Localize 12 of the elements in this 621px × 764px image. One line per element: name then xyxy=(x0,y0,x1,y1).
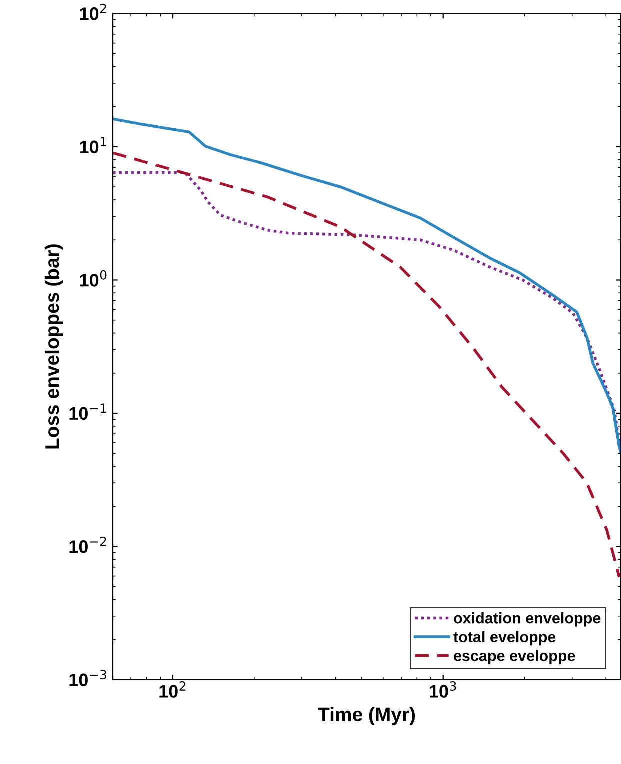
x-tick-label: 10$^{3}$ xyxy=(430,681,456,698)
legend-label: oxidation enveloppe xyxy=(454,612,601,627)
y-tick-label: 10$^{0}$ xyxy=(80,270,107,287)
legend-label: total eveloppe xyxy=(454,631,556,646)
y-tick-label: 10$^{1}$ xyxy=(80,137,106,154)
legend-label: escape eveloppe xyxy=(454,650,576,664)
y-tick-label: 10$^{−1}$ xyxy=(70,404,106,420)
y-tick-label: 10$^{2}$ xyxy=(80,4,106,20)
y-axis-title: Loss enveloppes (bar) xyxy=(44,244,64,449)
x-axis-title: Time (Myr) xyxy=(318,707,416,726)
y-tick-label: 10$^{−3}$ xyxy=(70,670,106,687)
y-tick-label: 10$^{−2}$ xyxy=(70,536,106,554)
